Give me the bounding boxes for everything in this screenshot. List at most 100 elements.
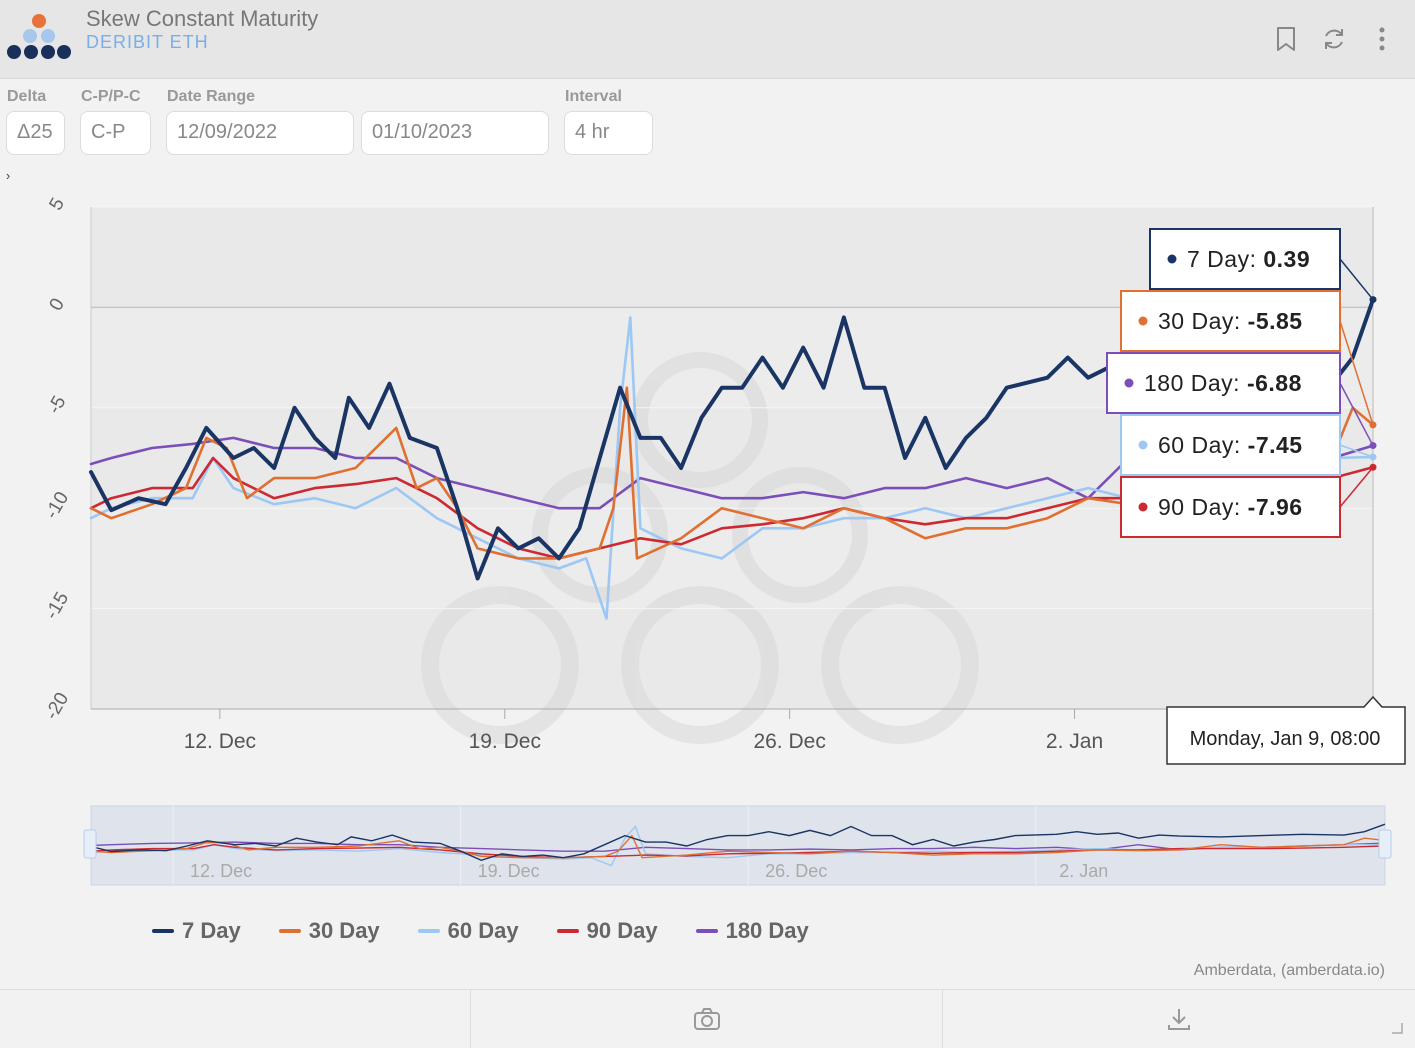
widget-title: Skew Constant Maturity	[86, 6, 319, 31]
more-vertical-icon[interactable]	[1368, 24, 1396, 54]
tooltip-entry: 60 Day: -7.45	[1158, 432, 1303, 458]
legend-item-60-day[interactable]: 60 Day	[417, 918, 519, 944]
navigator-selection[interactable]	[90, 805, 1386, 886]
legend-item-180-day[interactable]: 180 Day	[695, 918, 809, 944]
widget-footer	[0, 989, 1415, 1048]
tooltip: 7 Day: 0.39 30 Day: -5.85 180 Day: -6.88 60…	[1106, 228, 1406, 765]
widget-header: Skew Constant Maturity DERIBIT ETH	[0, 0, 1415, 79]
tooltip-series-value: -5.85	[1248, 308, 1303, 334]
widget-subtitle: DERIBIT ETH	[86, 32, 209, 52]
skew-chart: 5 0 -5 -10 -15 -20 12. Dec 19. Dec 26. Dec 2. Ja…	[41, 194, 1406, 886]
navigator-series-line	[90, 834, 1386, 859]
footer-empty-cell	[0, 990, 470, 1048]
tooltip-marker	[1124, 378, 1134, 388]
tooltip-series-label: 180 Day:	[1144, 370, 1247, 396]
interval-label: Interval	[565, 88, 622, 105]
endpoint-marker	[1369, 421, 1377, 429]
legend-swatch	[278, 929, 301, 933]
start-date-input[interactable]: 12/09/2022	[166, 111, 354, 155]
tooltip-entry: 7 Day: 0.39	[1187, 246, 1310, 272]
plot-band	[91, 608, 1373, 709]
legend-item-90-day[interactable]: 90 Day	[556, 918, 658, 944]
tooltip-series-label: 7 Day:	[1187, 246, 1263, 272]
cp-label: C-P/P-C	[81, 88, 141, 105]
navigator-series-line	[90, 823, 1386, 862]
endpoint-marker	[1369, 442, 1377, 450]
download-icon[interactable]	[942, 990, 1415, 1048]
y-tick-label: -10	[41, 488, 73, 522]
legend-label: 90 Day	[586, 918, 658, 943]
tooltip-entry: 180 Day: -6.88	[1144, 370, 1302, 396]
interval-select[interactable]: 4 hr	[564, 111, 653, 155]
bookmark-icon[interactable]	[1272, 24, 1300, 54]
endpoint-marker	[1369, 453, 1377, 461]
x-axis: 12. Dec 19. Dec 26. Dec 2. Jan	[91, 708, 1373, 753]
y-axis: 5 0 -5 -10 -15 -20	[41, 194, 73, 723]
y-tick-label: -5	[44, 392, 71, 417]
end-date-input[interactable]: 01/10/2023	[361, 111, 549, 155]
range-navigator[interactable]: 12. Dec 19. Dec 26. Dec 2. Jan	[83, 805, 1392, 886]
tooltip-marker	[1138, 502, 1148, 512]
y-tick-label: -15	[41, 589, 73, 623]
tooltip-marker	[1167, 254, 1177, 264]
filter-controls: Delta Δ25 C-P/P-C C-P Date Range 12/09/2…	[0, 82, 1415, 172]
tooltip-series-label: 30 Day:	[1158, 308, 1248, 334]
legend-label: 180 Day	[725, 918, 809, 943]
legend-swatch	[556, 929, 579, 933]
refresh-icon[interactable]	[1320, 24, 1348, 54]
resize-handle-icon[interactable]	[1391, 1022, 1403, 1034]
chart-credit: Amberdata, (amberdata.io)	[1193, 962, 1385, 979]
tooltip-series-value: 0.39	[1263, 246, 1310, 272]
navigator-tick-label: 12. Dec	[190, 861, 252, 881]
navigator-left-handle[interactable]	[83, 829, 97, 859]
tooltip-box	[1120, 414, 1341, 476]
legend-label: 30 Day	[308, 918, 380, 943]
legend-swatch	[695, 929, 718, 933]
cp-select[interactable]: C-P	[80, 111, 151, 155]
tooltip-connector	[1339, 258, 1374, 301]
tooltip-series-value: -7.45	[1248, 432, 1303, 458]
tooltip-marker	[1138, 316, 1148, 326]
navigator-series-line	[90, 841, 1386, 852]
tooltip-entry: 90 Day: -7.96	[1158, 494, 1303, 520]
delta-select[interactable]: Δ25	[6, 111, 65, 155]
chart-legend: 7 Day 30 Day 60 Day 90 Day 180 Day	[152, 918, 809, 944]
tooltip-series-value: -7.96	[1248, 494, 1303, 520]
legend-label: 7 Day	[182, 918, 241, 943]
endpoint-marker	[1369, 463, 1377, 471]
tooltip-box	[1149, 228, 1341, 290]
y-tick-label: -20	[41, 689, 73, 723]
amberdata-logo-icon	[7, 14, 71, 59]
watermark-logo	[421, 352, 979, 744]
y-tick-label: 0	[45, 295, 68, 315]
tooltip-box	[1120, 476, 1341, 538]
tooltip-connector	[1339, 444, 1374, 458]
tooltip-marker	[1138, 440, 1148, 450]
legend-swatch	[417, 929, 440, 933]
navigator-tick-label: 2. Jan	[1059, 861, 1108, 881]
tooltip-series-value: -6.88	[1247, 370, 1302, 396]
tooltip-connector	[1339, 382, 1374, 446]
date-label-box	[1166, 695, 1406, 765]
navigator-tick-label: 19. Dec	[478, 861, 540, 881]
tooltip-entry: 30 Day: -5.85	[1158, 308, 1303, 334]
series-line-7-day[interactable]	[89, 297, 1375, 581]
x-tick-label: 2. Jan	[1046, 730, 1103, 753]
tooltip-series-label: 60 Day:	[1158, 432, 1248, 458]
date-range-label: Date Range	[167, 88, 256, 105]
tooltip-box	[1106, 352, 1341, 414]
expand-panel-chevron-icon[interactable]: ›	[5, 168, 11, 183]
y-tick-label: 5	[45, 194, 68, 214]
navigator-right-handle[interactable]	[1378, 829, 1392, 859]
navigator-tick-label: 26. Dec	[765, 861, 827, 881]
legend-item-7-day[interactable]: 7 Day	[152, 918, 241, 944]
x-tick-label: 19. Dec	[469, 730, 541, 753]
legend-item-30-day[interactable]: 30 Day	[278, 918, 380, 944]
tooltip-connector	[1339, 320, 1374, 426]
legend-label: 60 Day	[447, 918, 519, 943]
camera-icon[interactable]	[470, 990, 943, 1048]
x-tick-label: 26. Dec	[753, 730, 825, 753]
delta-label: Delta	[7, 88, 47, 105]
endpoint-marker	[1369, 296, 1377, 304]
tooltip-box	[1120, 290, 1341, 352]
